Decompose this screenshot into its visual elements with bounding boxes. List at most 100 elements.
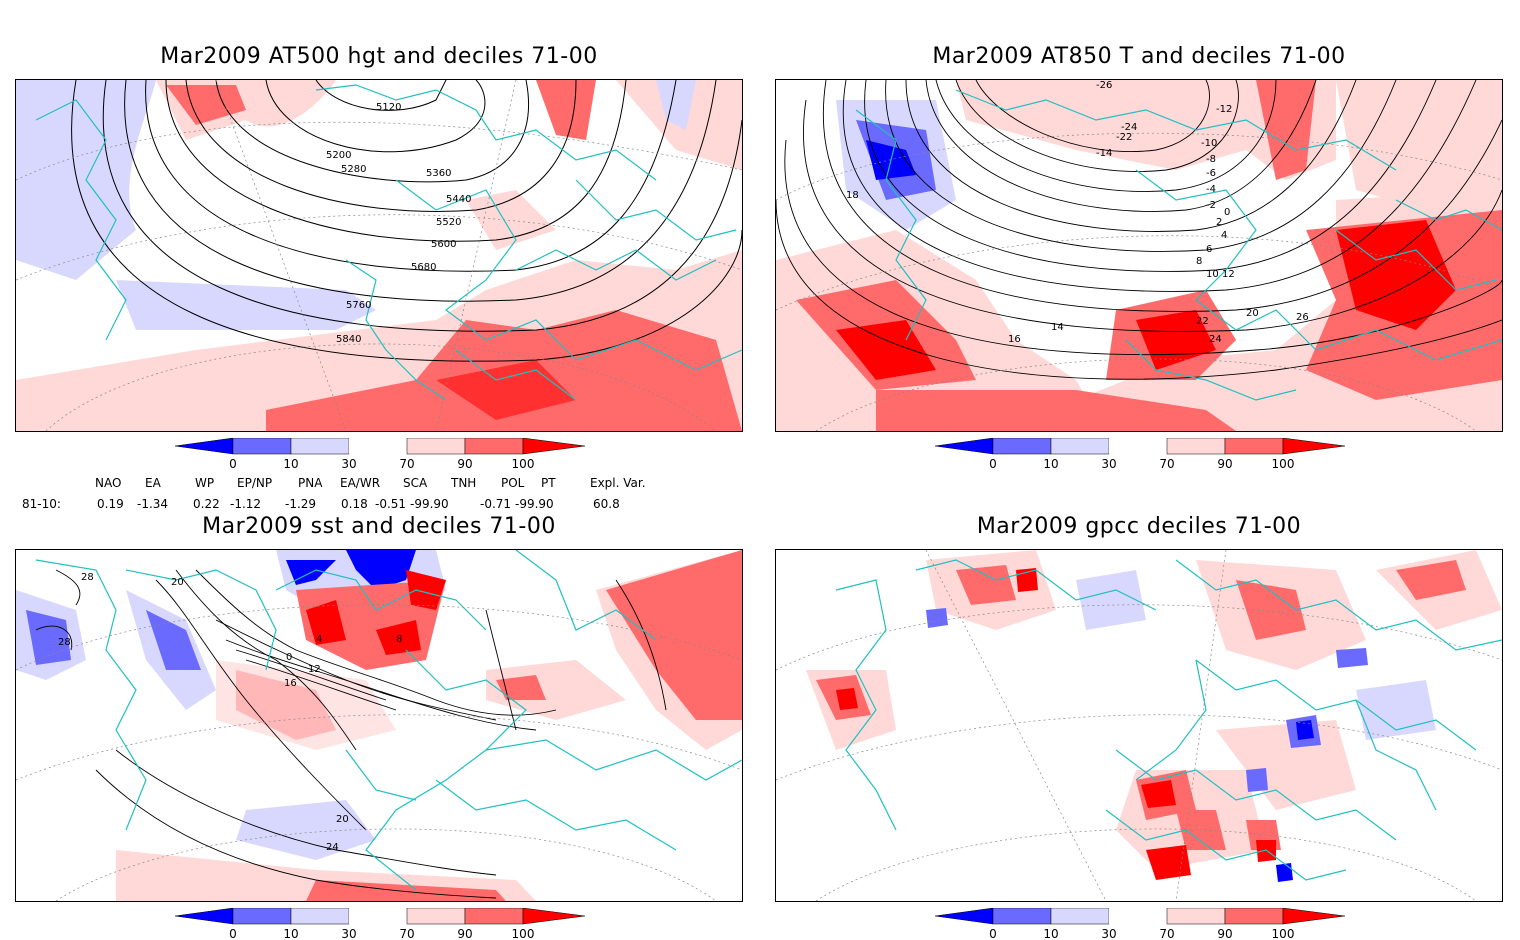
- contour-label: 12: [308, 664, 321, 675]
- teleconnection-table: NAO EA WP EP/NP PNA EA/WR SCA TNH POL PT…: [0, 474, 760, 514]
- contour-label: 0: [286, 652, 292, 663]
- index-value: -99.90: [410, 497, 449, 511]
- contour-label: 26: [1296, 312, 1309, 323]
- contour-label: -24: [1121, 122, 1137, 133]
- index-value: 0.19: [97, 497, 124, 511]
- contour-label: 28: [81, 572, 94, 583]
- map-at850: -26 -24 -22 -14 -12 -10 -8 -6 -4 -2 0 2 …: [775, 79, 1503, 432]
- contour-label: -2: [1206, 200, 1216, 211]
- contour-label: -26: [1096, 80, 1112, 91]
- contour-label: 20: [171, 577, 184, 588]
- colorbar-tick: 0: [989, 457, 997, 471]
- colorbar-tick: 90: [1217, 927, 1232, 940]
- panel-title-gpcc: Mar2009 gpcc deciles 71-00: [976, 514, 1302, 539]
- contour-label: -22: [1116, 132, 1132, 143]
- contour-label: 24: [1209, 334, 1222, 345]
- panel-title-sst: Mar2009 sst and deciles 71-00: [202, 514, 556, 539]
- colorbar-tick: 70: [399, 927, 414, 940]
- index-header: TNH: [451, 476, 477, 490]
- contour-label: 16: [1008, 334, 1021, 345]
- colorbar-tick: 70: [1159, 927, 1174, 940]
- index-value: 0.18: [341, 497, 368, 511]
- index-value: -1.34: [137, 497, 169, 511]
- contour-label: 5520: [436, 217, 461, 228]
- index-header: EP/NP: [237, 476, 273, 490]
- contour-label: 0: [1224, 207, 1230, 218]
- contour-label: 22: [1196, 316, 1209, 327]
- contour-label: 16: [284, 678, 297, 689]
- colorbar-tick: 100: [1272, 927, 1295, 940]
- index-header: SCA: [403, 476, 428, 490]
- colorbar-tick: 70: [1159, 457, 1174, 471]
- contour-label: 28: [58, 637, 71, 648]
- contour-label: 4: [1221, 230, 1227, 241]
- colorbar-tick: 90: [457, 927, 472, 940]
- contour-label: 18: [846, 190, 859, 201]
- contour-label: -6: [1206, 168, 1216, 179]
- colorbar-bottom-right: 0 10 30 70 90 100: [935, 908, 1345, 940]
- index-header: PNA: [298, 476, 323, 490]
- panel-title-at500: Mar2009 AT500 hgt and deciles 71-00: [160, 44, 598, 69]
- contour-label: -14: [1096, 148, 1112, 159]
- colorbar-tick: 30: [1101, 927, 1116, 940]
- contour-label: 5120: [376, 102, 401, 113]
- colorbar-tick: 70: [399, 457, 414, 471]
- colorbar-tick: 0: [989, 927, 997, 940]
- colorbar-tick: 90: [1217, 457, 1232, 471]
- contour-label: -4: [1206, 184, 1216, 195]
- contour-label: -12: [1216, 104, 1232, 115]
- colorbar-tick: 10: [283, 927, 298, 940]
- contour-label: -10: [1201, 138, 1217, 149]
- contour-label: 8: [1196, 256, 1202, 267]
- index-header: EA/WR: [340, 476, 381, 490]
- map-at500: 5120 5200 5280 5360 5440 5520 5600 5680 …: [15, 79, 743, 432]
- index-header: EA: [145, 476, 161, 490]
- index-header: NAO: [95, 476, 122, 490]
- contour-label: 6: [1206, 244, 1212, 255]
- contour-label: 20: [1246, 308, 1259, 319]
- contour-label: 5760: [346, 300, 371, 311]
- index-header: Expl. Var.: [590, 476, 646, 490]
- colorbar-bottom-left: 0 10 30 70 90 100: [175, 908, 585, 940]
- colorbar-tick: 100: [512, 927, 535, 940]
- contour-label: 4: [316, 634, 322, 645]
- colorbar-tick: 100: [1272, 457, 1295, 471]
- colorbar-tick: 10: [283, 457, 298, 471]
- colorbar-tick: 30: [1101, 457, 1116, 471]
- contour-label: 5840: [336, 334, 361, 345]
- contour-label: 10: [1206, 269, 1219, 280]
- panel-title-at850: Mar2009 AT850 T and deciles 71-00: [932, 44, 1346, 69]
- colorbar-tick: 90: [457, 457, 472, 471]
- index-header: POL: [501, 476, 525, 490]
- index-value: -1.29: [285, 497, 317, 511]
- contour-label: 5680: [411, 262, 436, 273]
- index-value: -99.90: [515, 497, 554, 511]
- index-header: PT: [541, 476, 556, 490]
- contour-label: 20: [336, 814, 349, 825]
- map-gpcc: [775, 549, 1503, 902]
- index-header: WP: [195, 476, 215, 490]
- index-value: 0.22: [193, 497, 220, 511]
- index-row-label: 81-10:: [22, 497, 61, 511]
- colorbar-tick: 30: [341, 457, 356, 471]
- index-value: -0.71: [480, 497, 512, 511]
- contour-label: 5280: [341, 164, 366, 175]
- colorbar-tick: 10: [1043, 927, 1058, 940]
- contour-label: -8: [1206, 154, 1216, 165]
- colorbar-tick: 100: [512, 457, 535, 471]
- index-value: -1.12: [230, 497, 262, 511]
- index-value: -0.51: [375, 497, 407, 511]
- colorbar-tick: 10: [1043, 457, 1058, 471]
- contour-label: 14: [1051, 322, 1064, 333]
- contour-label: 12: [1222, 269, 1235, 280]
- map-sst: 28 28 20 0 4 8 12 16 20 24: [15, 549, 743, 902]
- contour-label: 8: [396, 634, 402, 645]
- index-value: 60.8: [593, 497, 620, 511]
- contour-label: 5200: [326, 150, 351, 161]
- colorbar-tick: 0: [229, 457, 237, 471]
- colorbar-tick: 0: [229, 927, 237, 940]
- contour-label: 5600: [431, 239, 456, 250]
- contour-label: 5360: [426, 168, 451, 179]
- colorbar-top-left: 0 10 30 70 90 100: [175, 438, 585, 478]
- colorbar-tick: 30: [341, 927, 356, 940]
